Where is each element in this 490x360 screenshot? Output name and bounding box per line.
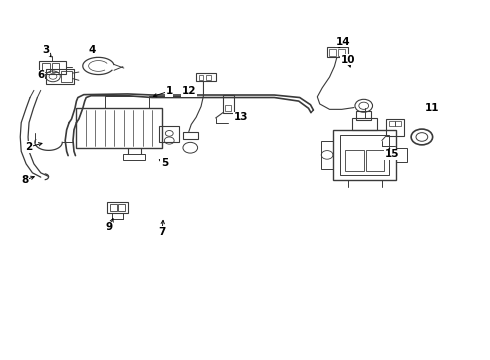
Bar xyxy=(389,121,394,126)
Bar xyxy=(76,108,162,148)
Bar xyxy=(225,105,231,111)
Bar xyxy=(46,69,74,84)
Bar xyxy=(338,49,344,55)
Bar xyxy=(327,47,347,57)
Text: 2: 2 xyxy=(25,142,33,152)
Bar xyxy=(333,130,396,180)
Text: 12: 12 xyxy=(182,86,196,96)
Bar xyxy=(396,148,407,162)
Text: 6: 6 xyxy=(37,70,45,80)
Bar xyxy=(107,202,128,213)
Bar xyxy=(386,119,404,136)
Bar xyxy=(51,63,59,72)
Bar xyxy=(198,75,203,80)
Text: 5: 5 xyxy=(161,158,168,168)
Bar xyxy=(345,149,364,171)
Bar xyxy=(42,63,49,72)
Bar xyxy=(196,73,216,81)
Bar xyxy=(110,204,117,211)
Bar xyxy=(223,95,234,113)
Text: 7: 7 xyxy=(158,227,166,237)
Bar xyxy=(39,60,66,74)
Bar xyxy=(123,154,145,160)
Text: 4: 4 xyxy=(89,45,96,55)
Text: 14: 14 xyxy=(336,37,350,47)
Text: 10: 10 xyxy=(341,55,355,65)
Bar xyxy=(340,135,389,175)
Text: 1: 1 xyxy=(166,86,173,96)
Text: 9: 9 xyxy=(106,222,113,232)
Bar xyxy=(321,140,333,169)
Bar xyxy=(356,111,371,120)
Bar xyxy=(206,75,211,80)
Bar xyxy=(61,71,72,82)
Bar xyxy=(352,118,377,130)
Text: 13: 13 xyxy=(234,112,248,122)
Text: 11: 11 xyxy=(424,103,439,113)
Bar xyxy=(329,49,336,55)
Bar xyxy=(159,126,179,142)
Bar xyxy=(395,121,401,126)
Bar xyxy=(183,132,197,139)
Text: 3: 3 xyxy=(43,45,50,55)
Bar xyxy=(118,204,125,211)
Text: 8: 8 xyxy=(22,175,29,185)
Text: 15: 15 xyxy=(384,149,399,159)
Bar xyxy=(366,149,384,171)
